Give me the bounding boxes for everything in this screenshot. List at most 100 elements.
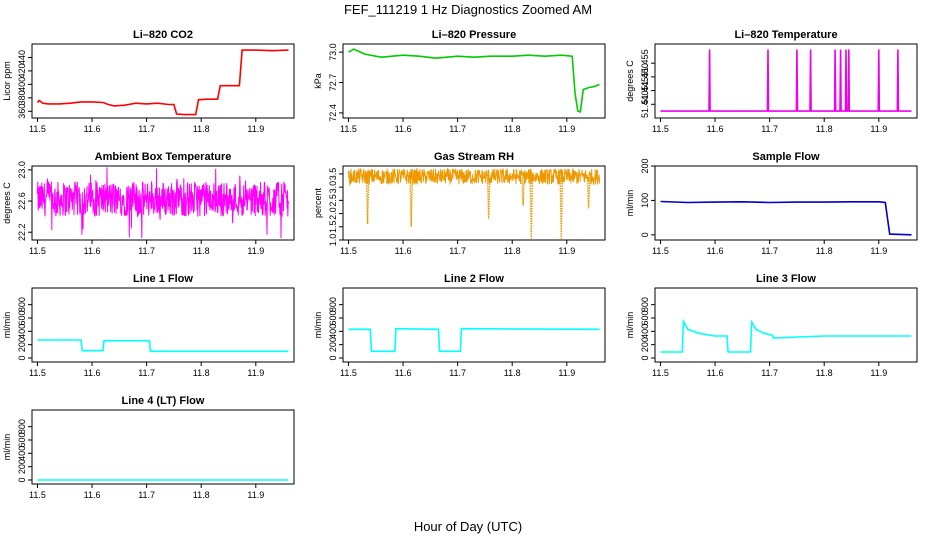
x-tick-label: 11.9	[558, 368, 575, 378]
x-tick-label: 11.9	[247, 368, 264, 378]
y-tick-label: 400	[17, 446, 27, 461]
y-tick-label: 360	[17, 104, 27, 119]
plot-frame	[31, 287, 295, 363]
x-tick-label: 11.6	[707, 368, 724, 378]
y-tick-label: 200	[640, 158, 650, 173]
series-line	[37, 167, 289, 239]
y-tick-label: 73.0	[328, 43, 338, 61]
series-line	[348, 327, 600, 353]
y-tick-label: 0	[17, 355, 27, 360]
y-tick-label: 600	[17, 432, 27, 447]
y-tick-label: 420	[17, 63, 27, 78]
x-tick-label: 11.6	[84, 246, 101, 256]
y-tick-label: 22.2	[17, 223, 27, 241]
panel-title: Line 3 Flow	[756, 273, 816, 285]
x-tick-label: 11.8	[504, 246, 521, 256]
series-line	[36, 49, 289, 116]
x-tick-label: 11.9	[870, 246, 887, 256]
y-tick-label: 72.7	[328, 74, 338, 92]
plot-frame	[31, 165, 295, 241]
series-group	[348, 327, 600, 353]
panel-title: Li–820 Pressure	[432, 29, 516, 41]
y-tick-label: 400	[17, 77, 27, 92]
x-tick-label: 11.8	[193, 124, 210, 134]
x-tick-label: 11.6	[395, 368, 412, 378]
y-axis-label: kPa	[313, 73, 323, 89]
x-tick-label: 11.5	[29, 124, 46, 134]
x-tick-label: 11.8	[504, 124, 521, 134]
x-tick-label: 11.9	[558, 124, 575, 134]
series-group	[37, 167, 289, 239]
chart-panel: Line 2 Flow 11.5 11.6 11.7 11.8 11.9 0 20040060…	[313, 273, 606, 378]
y-tick-label: 51.455	[640, 49, 650, 77]
x-tick-label: 11.5	[29, 246, 46, 256]
x-tick-label: 11.9	[247, 124, 264, 134]
y-axis-label: degrees C	[2, 182, 12, 224]
y-tick-label: 200	[640, 337, 650, 352]
dip-mark	[521, 177, 525, 206]
dip-mark	[559, 177, 564, 239]
y-tick-label: 800	[17, 297, 27, 312]
y-tick-label: 3.5	[328, 168, 338, 181]
y-tick-label: 800	[640, 297, 650, 312]
y-axis-label: Licor ppm	[2, 61, 12, 101]
x-tick-label: 11.8	[816, 246, 833, 256]
x-tick-label: 11.7	[761, 124, 778, 134]
x-tick-label: 11.9	[870, 124, 887, 134]
series-group	[348, 167, 600, 239]
chart-panel: Sample Flow 11.5 11.6 11.7 11.8 11.9 0 100 200 ml…	[625, 151, 918, 256]
y-axis-label: ml/min	[2, 434, 12, 461]
x-tick-label: 11.6	[707, 246, 724, 256]
y-tick-label: 22.6	[17, 192, 27, 210]
x-tick-label: 11.6	[395, 124, 412, 134]
y-tick-label: 200	[17, 337, 27, 352]
x-tick-label: 11.5	[29, 490, 46, 500]
x-tick-label: 11.7	[449, 368, 466, 378]
series-line	[660, 318, 912, 353]
dip-mark	[529, 177, 534, 239]
y-tick-label: 0	[17, 477, 27, 482]
panel-title: Line 4 (LT) Flow	[122, 395, 205, 407]
y-tick-label: 23.0	[17, 161, 27, 179]
x-tick-label: 11.7	[449, 124, 466, 134]
x-tick-label: 11.7	[761, 246, 778, 256]
plot-frame	[654, 43, 918, 119]
chart-panel: Li–820 Temperature 11.5 11.6 11.7 11.8 11.9 51…	[625, 29, 918, 134]
y-tick-label: 800	[328, 297, 338, 312]
x-tick-label: 11.7	[449, 246, 466, 256]
y-tick-label: 1.0	[328, 234, 338, 247]
y-tick-label: 72.4	[328, 104, 338, 122]
chart-panel: Line 4 (LT) Flow 11.5 11.6 11.7 11.8 11.9 0 200…	[2, 395, 295, 500]
x-tick-label: 11.9	[247, 246, 264, 256]
x-tick-label: 11.6	[84, 490, 101, 500]
dip-mark	[586, 177, 591, 209]
y-tick-label: 600	[328, 310, 338, 325]
y-tick-label: 51.445	[640, 77, 650, 105]
x-tick-label: 11.6	[84, 368, 101, 378]
x-tick-label: 11.9	[870, 368, 887, 378]
plot-frame	[342, 287, 606, 363]
chart-panel: Line 1 Flow 11.5 11.6 11.7 11.8 11.9 0 20040060…	[2, 273, 295, 378]
y-axis-label: ml/min	[2, 312, 12, 339]
x-tick-label: 11.8	[816, 124, 833, 134]
x-tick-label: 11.5	[652, 246, 669, 256]
panel-title: Line 2 Flow	[444, 273, 504, 285]
x-tick-label: 11.9	[247, 490, 264, 500]
y-tick-label: 800	[17, 419, 27, 434]
x-tick-label: 11.5	[652, 124, 669, 134]
x-tick-label: 11.5	[29, 368, 46, 378]
y-tick-label: 600	[17, 310, 27, 325]
y-tick-label: 400	[640, 324, 650, 339]
series-line	[348, 48, 600, 114]
y-tick-label: 400	[17, 324, 27, 339]
x-tick-label: 11.8	[193, 368, 210, 378]
dip-mark	[486, 177, 491, 219]
x-tick-label: 11.8	[504, 368, 521, 378]
x-axis-title: Hour of Day (UTC)	[414, 519, 522, 534]
panel-title: Li–820 CO2	[133, 29, 193, 41]
y-axis-label: ml/min	[313, 312, 323, 339]
